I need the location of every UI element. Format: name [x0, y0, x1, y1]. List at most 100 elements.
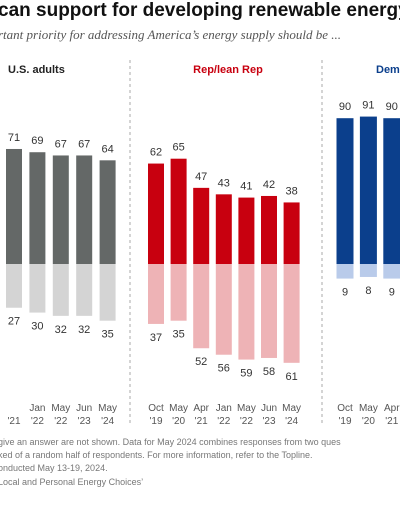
tick-label-year: '19 [338, 416, 351, 427]
bar-top [238, 197, 255, 264]
bar-bottom [383, 264, 400, 279]
bar-bottom [170, 264, 187, 321]
tick-label-year: '21 [195, 416, 208, 427]
value-label-top: 90 [339, 101, 351, 113]
tick-label-year: '22 [54, 416, 67, 427]
tick-label-year: '22 [31, 416, 44, 427]
footnote-line-2: ked of a random half of respondents. For… [0, 450, 313, 460]
value-label-top: 62 [150, 147, 162, 159]
bar-bottom [238, 264, 255, 360]
panel-title: U.S. adults [8, 64, 65, 76]
bar-bottom [76, 264, 93, 316]
value-label-bottom: 27 [8, 316, 20, 328]
bar-top [148, 163, 164, 264]
value-label-top: 47 [195, 171, 207, 183]
tick-label-year: '21 [385, 416, 398, 427]
bar-bottom [215, 264, 232, 355]
bar-top [359, 116, 377, 264]
tick-label-month: May [51, 403, 70, 414]
bar-top [52, 155, 69, 264]
bar-bottom [359, 264, 377, 277]
bar-bottom [29, 264, 46, 313]
bar-top [6, 148, 22, 264]
tick-label-month: May [282, 403, 301, 414]
tick-label-year: '24 [285, 416, 298, 427]
bar-top [76, 155, 93, 264]
bar-top [170, 158, 187, 264]
tick-label-month: May [359, 403, 378, 414]
value-label-top: 69 [31, 135, 43, 147]
tick-label-month: May [169, 403, 188, 414]
tick-label-month: May [98, 403, 117, 414]
bar-top [29, 152, 46, 264]
bar-bottom [336, 264, 354, 279]
tick-label-month: Jun [76, 403, 92, 414]
footnote-line-3: onducted May 13-19, 2024. [0, 463, 108, 473]
value-label-bottom: 30 [31, 321, 43, 333]
bar-top [193, 187, 210, 264]
value-label-top: 41 [240, 181, 252, 193]
bar-bottom [52, 264, 69, 316]
value-label-top: 43 [218, 177, 230, 189]
value-label-bottom: 32 [78, 324, 90, 336]
value-label-top: 42 [263, 179, 275, 191]
bar-bottom [261, 264, 277, 358]
value-label-bottom: 52 [195, 356, 207, 368]
tick-label-month: Oct [337, 403, 353, 414]
bar-bottom [283, 264, 300, 363]
bar-top [383, 118, 400, 264]
tick-label-year: '24 [101, 416, 114, 427]
bar-bottom [6, 264, 22, 308]
value-label-top: 90 [386, 101, 398, 113]
tick-label-month: Apr [193, 403, 209, 414]
value-label-bottom: 8 [365, 285, 371, 297]
tick-label-year: '23 [262, 416, 275, 427]
panel-title: Dem [376, 64, 400, 76]
bar-top [336, 118, 354, 264]
tick-label-month: Jan [29, 403, 45, 414]
tick-label-month: Jun [261, 403, 277, 414]
tick-label-month: Oct [148, 403, 164, 414]
footnote-line-1: give an answer are not shown. Data for M… [0, 437, 341, 447]
bar-bottom [99, 264, 116, 321]
tick-label-month: Apr [384, 403, 400, 414]
value-label-top: 64 [101, 143, 113, 155]
value-label-bottom: 35 [101, 329, 113, 341]
bar-top [99, 160, 116, 264]
tick-label-year: '21 [7, 416, 20, 427]
bar-top [261, 195, 277, 264]
tick-label-month: Jan [216, 403, 232, 414]
value-label-top: 67 [78, 138, 90, 150]
tick-label-year: '19 [149, 416, 162, 427]
value-label-bottom: 58 [263, 366, 275, 378]
tick-label-month: May [237, 403, 256, 414]
tick-label-year: '23 [78, 416, 91, 427]
value-label-bottom: 61 [285, 371, 297, 383]
chart-title: can support for developing renewable ene… [0, 0, 400, 21]
footnote-line-4: Local and Personal Energy Choices’ [0, 477, 144, 487]
tick-label-year: '22 [217, 416, 230, 427]
bar-bottom [148, 264, 164, 324]
value-label-bottom: 37 [150, 332, 162, 344]
value-label-bottom: 32 [55, 324, 67, 336]
value-label-bottom: 9 [342, 287, 348, 299]
value-label-bottom: 56 [218, 363, 230, 375]
value-label-top: 38 [285, 185, 297, 197]
value-label-top: 91 [362, 100, 374, 112]
value-label-bottom: 35 [172, 329, 184, 341]
value-label-top: 67 [55, 138, 67, 150]
value-label-top: 71 [8, 132, 20, 144]
tick-label-year: '20 [172, 416, 185, 427]
value-label-top: 65 [172, 142, 184, 154]
bar-bottom [193, 264, 210, 349]
bar-top [215, 194, 232, 264]
value-label-bottom: 59 [240, 368, 252, 380]
panel-title: Rep/lean Rep [193, 64, 263, 76]
value-label-bottom: 9 [389, 287, 395, 299]
tick-label-year: '20 [362, 416, 375, 427]
tick-label-year: '22 [240, 416, 253, 427]
chart-subtitle: rtant priority for addressing America’s … [0, 27, 342, 42]
bar-top [283, 202, 300, 264]
